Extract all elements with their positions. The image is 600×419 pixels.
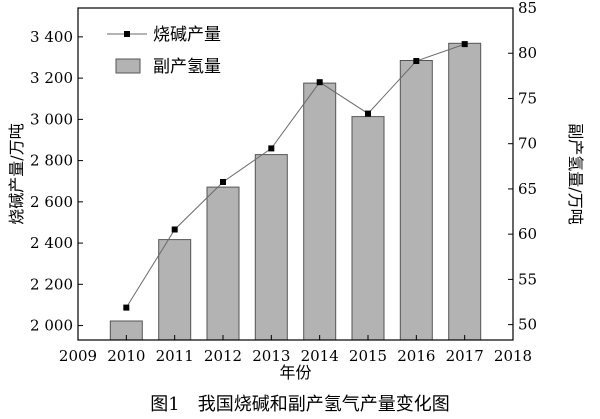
bar-2012 [206,186,240,341]
y-left-tick-label-3200: 3 200 [30,69,73,87]
x-tick-label-2011: 2011 [156,347,194,365]
y-left-tick-label-3000: 3 000 [30,110,73,128]
legend-label-bar-series: 副产氢量 [153,57,221,77]
bars-layer [109,42,482,341]
y-right-tick-label-65: 65 [518,180,537,198]
bar-2016 [399,60,433,341]
y-left-tick-label-2200: 2 200 [30,275,73,293]
x-axis-title: 年份 [279,363,311,382]
x-tick-label-2017: 2017 [446,347,484,365]
ticks-layer: 2009 2010 2011 2012 2013 2014 2015 2016 2017 2018… [30,0,537,365]
y-left-tick-label-2400: 2 400 [30,234,73,252]
legend-marker-swatch [124,31,130,37]
bar-2017 [448,42,482,341]
line-point-2014 [316,79,323,86]
y-axis-right-title: 副产氢量/万吨 [566,123,585,224]
line-point-2015 [365,110,371,117]
bar-2011 [158,239,192,341]
x-tick-label-2010: 2010 [107,347,145,365]
x-tick-label-2012: 2012 [204,347,242,365]
figure-caption: 图1 我国烧碱和副产氢气产量变化图 [150,394,449,415]
x-tick-label-2014: 2014 [301,347,339,365]
y-right-tick-label-50: 50 [518,316,537,334]
bar-2013 [254,154,288,341]
y-axis-left-title: 烧碱产量/万吨 [7,123,26,224]
plot-border [77,7,514,341]
y-right-tick-label-80: 80 [518,44,537,62]
line-point-2013 [268,145,275,152]
line-point-2011 [171,226,178,233]
y-right-tick-label-85: 85 [518,0,537,17]
x-tick-label-2016: 2016 [397,347,435,365]
x-tick-label-2018: 2018 [494,347,532,365]
x-tick-label-2009: 2009 [59,347,97,365]
y-left-tick-label-2800: 2 800 [30,152,73,170]
line-point-2017 [461,41,468,48]
bar-2014 [303,82,337,341]
line-layer [123,41,468,311]
y-left-tick-label-3400: 3 400 [30,28,73,46]
y-right-tick-label-60: 60 [518,225,537,243]
legend-bar-swatch [115,58,141,74]
line-point-2010 [123,304,130,311]
legend: 烧碱产量 副产氢量 [107,25,221,77]
y-left-tick-label-2600: 2 600 [30,193,73,211]
line-point-2016 [413,58,420,64]
line-series-path [125,43,465,308]
x-tick-label-2013: 2013 [252,347,290,365]
y-right-tick-label-70: 70 [518,135,537,153]
y-right-tick-label-55: 55 [518,270,537,288]
y-left-tick-label-2000: 2 000 [30,317,73,335]
x-tick-label-2015: 2015 [349,347,387,365]
bar-2015 [351,116,385,341]
plot-frame [77,7,514,341]
line-point-2012 [220,179,226,185]
legend-label-line-series: 烧碱产量 [153,25,221,45]
y-right-tick-label-75: 75 [518,89,537,107]
